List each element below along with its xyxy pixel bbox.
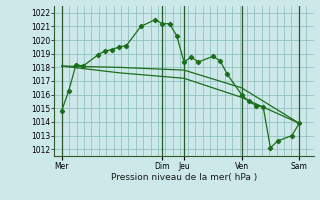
X-axis label: Pression niveau de la mer( hPa ): Pression niveau de la mer( hPa ) xyxy=(111,173,257,182)
